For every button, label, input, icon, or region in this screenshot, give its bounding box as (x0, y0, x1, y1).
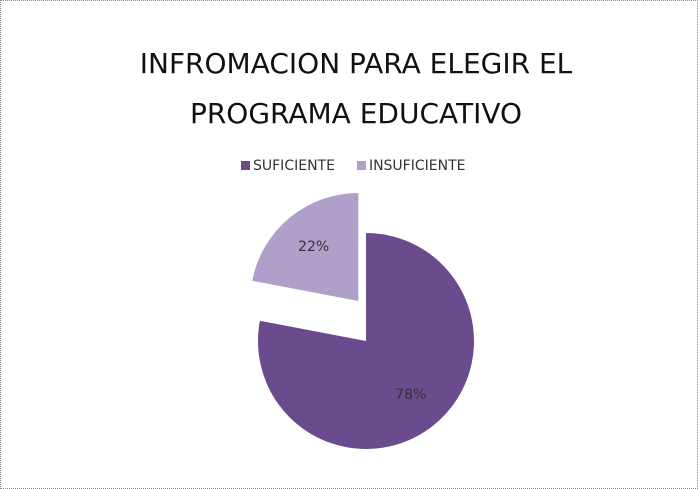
pie-slice (257, 233, 474, 449)
legend-label: INSUFICIENTE (369, 158, 466, 174)
data-label: 78% (395, 387, 426, 403)
data-label: 22% (298, 239, 329, 255)
legend-swatch (356, 161, 366, 170)
legend-label: SUFICIENTE (253, 158, 335, 174)
chart-title: INFROMACION PARA ELEGIR EL PROGRAMA EDUC… (139, 47, 573, 130)
pie-slice (252, 193, 359, 301)
legend-swatch (241, 161, 250, 170)
